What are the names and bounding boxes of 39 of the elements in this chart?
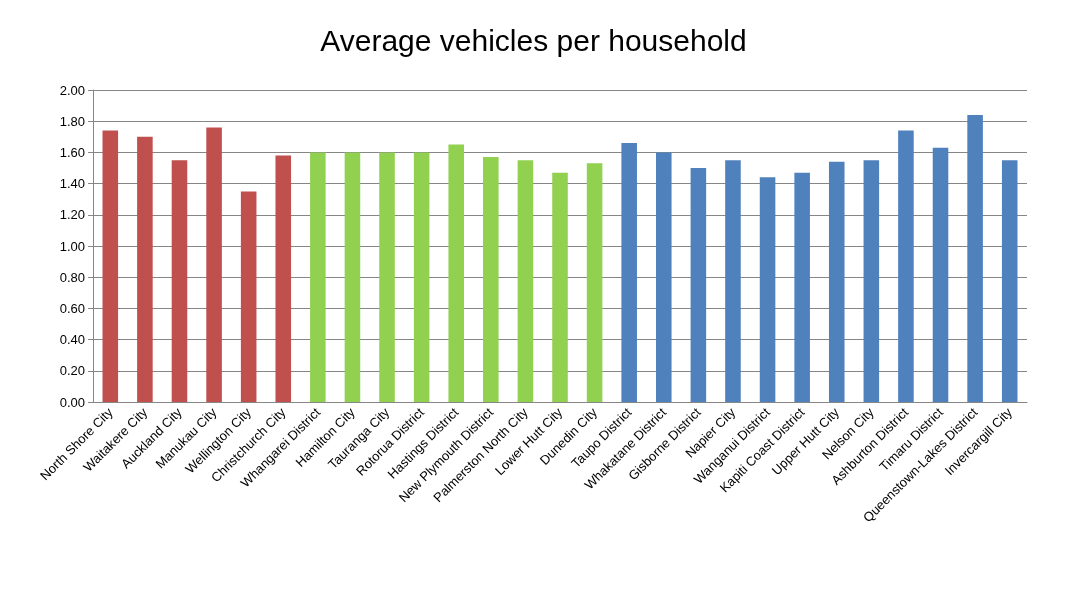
bar [310,152,326,402]
bar [379,152,395,402]
bar [932,147,949,402]
bar [725,160,741,402]
y-tick-label: 1.00 [59,238,85,254]
bar [759,177,776,402]
bar [1001,160,1018,402]
bar [413,152,430,402]
bar [655,152,672,402]
bar [586,163,603,402]
y-tick-label: 0.00 [59,394,85,410]
y-tick-label: 2.00 [59,82,85,98]
chart-title: Average vehicles per household [320,23,747,57]
y-tick-label: 0.40 [59,332,85,348]
y-tick-label: 1.40 [59,176,85,192]
bar [275,155,292,402]
bar [967,114,983,402]
y-tick-label: 1.80 [59,113,85,129]
bar [552,172,568,402]
bar [102,130,119,402]
bar [171,160,188,402]
bar [863,160,880,402]
bar [690,168,707,402]
bar [621,143,637,402]
bar [137,136,153,402]
bar [828,161,845,402]
bar [344,152,361,402]
bar [517,160,534,402]
bar [448,144,465,402]
bar [794,172,810,402]
bar [206,127,222,402]
bar [240,191,257,402]
y-tick-label: 0.20 [59,363,85,379]
y-tick-label: 0.60 [59,300,85,316]
y-tick-label: 0.80 [59,269,85,285]
y-tick-label: 1.20 [59,207,85,223]
bar [483,157,499,402]
y-tick-label: 1.60 [59,144,85,160]
bar [898,130,914,402]
